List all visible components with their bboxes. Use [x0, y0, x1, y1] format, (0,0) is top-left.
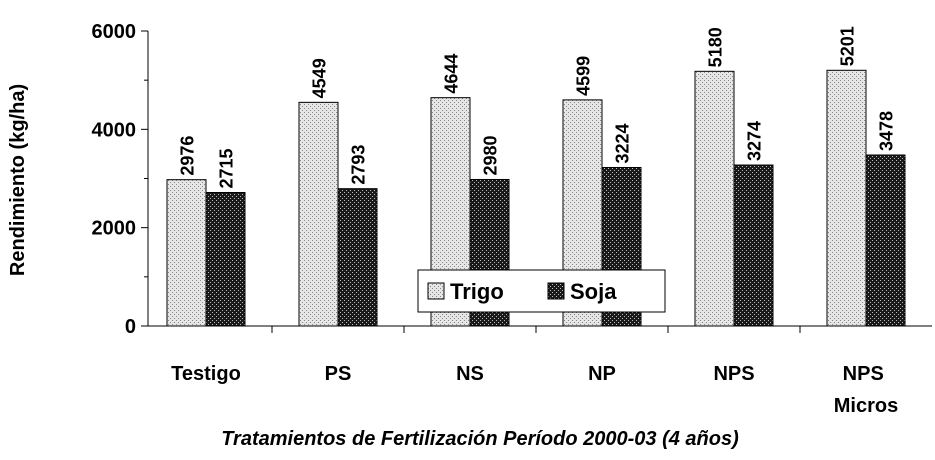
bar: [826, 69, 867, 327]
value-label: 5180: [706, 27, 726, 67]
y-tick-label: 6000: [92, 21, 137, 43]
bar: [166, 179, 207, 327]
value-label: 2715: [217, 148, 237, 188]
y-tick-label: 4000: [92, 119, 137, 141]
x-tick-label: NP: [588, 363, 616, 385]
value-label: 4599: [574, 56, 594, 96]
bar: [337, 188, 378, 327]
bar: [694, 70, 735, 327]
y-axis-label: Rendimiento (kg/ha): [7, 84, 29, 276]
bar: [733, 164, 774, 327]
value-label: 3274: [745, 121, 765, 161]
x-axis-label: Tratamientos de Fertilización Período 20…: [221, 428, 739, 450]
bar: [865, 154, 906, 327]
bar: [298, 101, 339, 327]
legend-box: [417, 269, 666, 313]
value-label: 2980: [481, 135, 501, 175]
value-label: 4644: [442, 54, 462, 94]
y-tick-label: 0: [125, 316, 136, 338]
legend: Trigo Soja: [417, 269, 666, 313]
value-label: 5201: [838, 26, 858, 66]
x-tick-label: NPS: [713, 363, 754, 385]
x-tick-label: NPS Micros: [834, 363, 898, 417]
value-label: 2793: [349, 145, 369, 185]
x-tick-label: NS: [456, 363, 484, 385]
x-tick-label: PS: [325, 363, 352, 385]
value-label: 2976: [178, 136, 198, 176]
legend-swatch: [547, 282, 565, 300]
legend-label: Soja: [570, 279, 617, 304]
y-tick-label: 2000: [92, 218, 137, 240]
legend-label: Trigo: [450, 279, 504, 304]
x-tick-label: Testigo: [171, 363, 241, 385]
value-label: 3478: [877, 111, 897, 151]
value-label: 3224: [613, 123, 633, 163]
bar: [205, 192, 246, 327]
value-label: 4549: [310, 58, 330, 98]
legend-swatch: [427, 282, 445, 300]
